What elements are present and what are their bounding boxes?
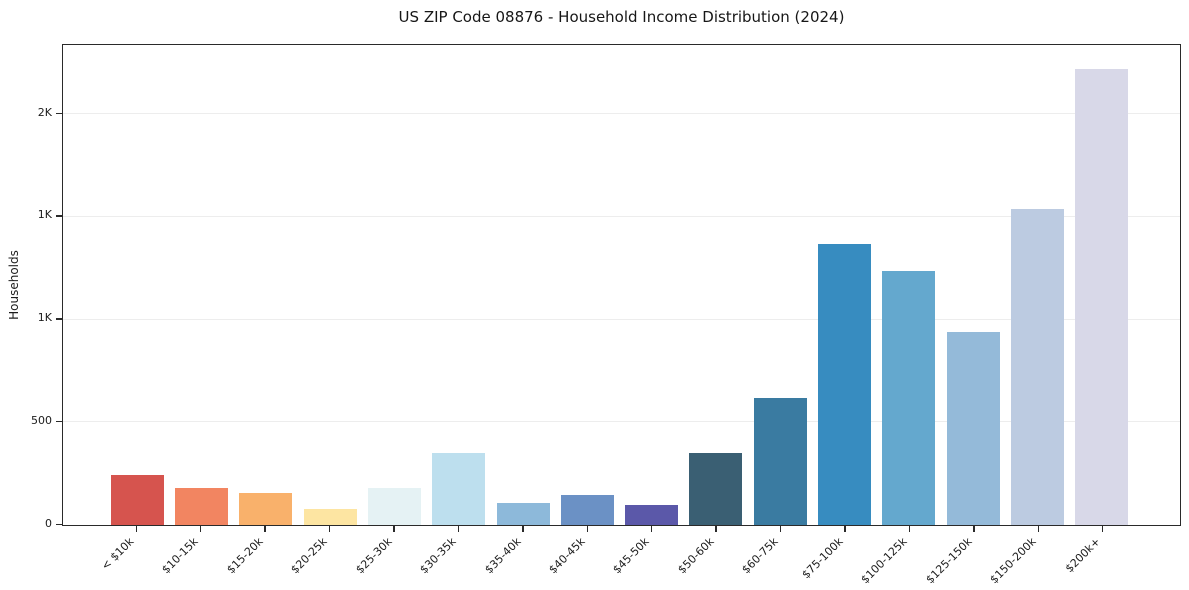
x-tick-mark xyxy=(586,526,588,532)
bar-slot xyxy=(1005,45,1069,525)
bar-slot xyxy=(1070,45,1134,525)
x-tick-label: $15-20k xyxy=(224,535,266,577)
x-tick-mark xyxy=(522,526,524,532)
plot-area xyxy=(62,44,1181,526)
bar-slot xyxy=(234,45,298,525)
x-tick-mark xyxy=(908,526,911,532)
x-tick-mark xyxy=(779,526,782,532)
y-tick-label: 1K xyxy=(37,311,52,325)
x-tick-label: $45-50k xyxy=(610,535,652,577)
x-tick-label: $200k+ xyxy=(1063,535,1104,576)
x-tick-mark xyxy=(264,526,266,532)
bar xyxy=(303,508,357,525)
bar-slot xyxy=(941,45,1005,525)
y-tick-mark xyxy=(56,318,62,320)
y-tick-mark xyxy=(56,420,62,423)
y-tick-mark xyxy=(56,215,62,217)
bar xyxy=(110,474,164,525)
bar-slot xyxy=(877,45,941,525)
x-tick-label: < $10k xyxy=(98,535,137,573)
bar-slot xyxy=(812,45,876,525)
x-tick-mark xyxy=(199,526,202,532)
x-tick-label: $35-40k xyxy=(481,535,524,577)
x-tick-label: $30-35k xyxy=(417,535,459,577)
y-axis-label: Households xyxy=(7,250,21,320)
bar xyxy=(946,332,1000,525)
x-tick-label: $20-25k xyxy=(288,535,330,577)
bar xyxy=(625,504,679,525)
x-tick-mark xyxy=(1102,526,1104,532)
bar-slot xyxy=(748,45,812,525)
y-tick-label: 2K xyxy=(37,105,52,119)
x-tick-label: $125-150k xyxy=(922,535,975,587)
bar xyxy=(367,488,421,525)
bar-slot xyxy=(298,45,362,525)
bar xyxy=(882,271,936,525)
y-tick-mark xyxy=(56,523,62,525)
x-tick-label: $150-200k xyxy=(987,535,1039,587)
gridlines-layer xyxy=(63,45,1180,525)
x-tick-label: $50-60k xyxy=(675,535,717,577)
bar xyxy=(689,452,743,525)
bar xyxy=(753,397,807,525)
x-tick-mark xyxy=(393,526,395,532)
bar-slot xyxy=(555,45,619,525)
gridline xyxy=(63,318,1180,320)
y-tick-mark xyxy=(56,112,62,115)
bar xyxy=(432,453,486,525)
chart-title: US ZIP Code 08876 - Household Income Dis… xyxy=(398,8,845,26)
x-tick-mark xyxy=(844,526,846,532)
x-tick-label: $40-45k xyxy=(546,535,588,577)
x-tick-mark xyxy=(973,526,975,532)
x-tick-label: $100-125k xyxy=(858,535,910,587)
bar-slot xyxy=(427,45,491,525)
x-tick-label: $10-15k xyxy=(159,535,201,577)
x-tick-mark xyxy=(651,526,653,532)
bar-slot xyxy=(169,45,233,525)
gridline xyxy=(63,421,1180,423)
bars-layer xyxy=(105,45,1134,525)
y-tick-label: 0 xyxy=(45,516,52,530)
x-tick-label: $60-75k xyxy=(739,535,781,577)
bar-slot xyxy=(105,45,169,525)
bar-slot xyxy=(491,45,555,525)
x-tick-mark xyxy=(135,526,137,532)
bar xyxy=(1011,208,1065,525)
x-tick-mark xyxy=(715,526,717,532)
bar xyxy=(496,503,550,525)
x-tick-mark xyxy=(457,526,460,532)
x-tick-label: $75-100k xyxy=(799,535,846,582)
x-tick-label: $25-30k xyxy=(352,535,395,577)
y-tick-label: 1K xyxy=(37,208,52,222)
gridline xyxy=(63,113,1180,115)
gridline xyxy=(63,215,1180,217)
bar-slot xyxy=(362,45,426,525)
gridlines-overlay-layer xyxy=(63,45,1180,525)
bar-slot xyxy=(684,45,748,525)
bar xyxy=(174,488,228,525)
x-tick-mark xyxy=(328,526,331,532)
bar-slot xyxy=(620,45,684,525)
y-tick-label: 500 xyxy=(31,413,52,427)
bar xyxy=(1075,69,1129,525)
bar xyxy=(239,493,293,525)
x-tick-mark xyxy=(1037,526,1040,532)
bar xyxy=(818,244,872,525)
bar xyxy=(560,495,614,525)
